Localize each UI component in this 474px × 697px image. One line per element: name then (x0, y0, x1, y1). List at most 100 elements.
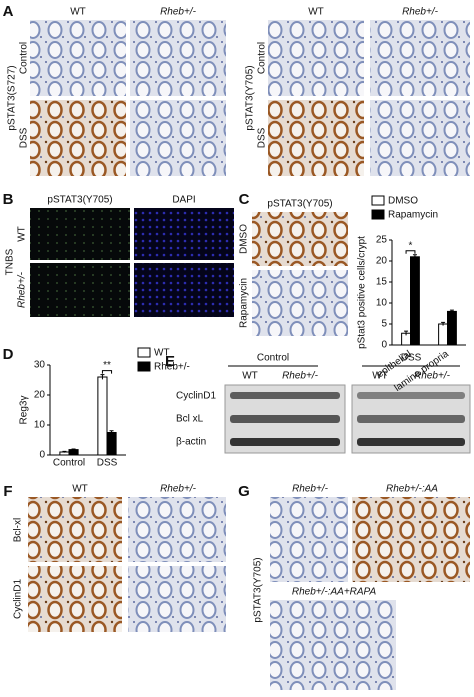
column-header: pSTAT3(Y705) (47, 195, 112, 206)
micrograph (370, 20, 470, 96)
group-label: DSS (401, 353, 422, 364)
micrograph (270, 497, 348, 582)
micrograph (128, 497, 226, 562)
micrograph (134, 263, 234, 317)
x-tick-label: DSS (97, 458, 118, 469)
micrograph (30, 100, 126, 176)
y-tick-label: 15 (376, 277, 388, 288)
y-tick-label: 0 (381, 340, 387, 351)
legend-label: WT (154, 348, 170, 359)
micrograph (270, 600, 396, 690)
y-tick-label: 30 (34, 360, 46, 371)
y-tick-label: 25 (376, 235, 388, 246)
legend-swatch (371, 195, 385, 206)
error-bar (109, 430, 114, 435)
band (357, 438, 465, 446)
group-label: TNBS (5, 248, 16, 275)
row-label: CyclinD1 (13, 579, 24, 619)
lane-label: Rheb+/- (414, 371, 451, 382)
micrograph (370, 100, 470, 176)
band (230, 415, 340, 423)
lane-label: WT (242, 371, 258, 382)
row-label: Bcl xL (176, 414, 204, 425)
row-label: WT (17, 226, 28, 242)
bar (410, 256, 420, 346)
western-blot (224, 365, 471, 454)
band (357, 392, 465, 399)
micrograph (30, 263, 130, 317)
legend-swatch (137, 347, 151, 358)
micrograph (30, 20, 126, 96)
lane-label: Rheb+/- (282, 371, 319, 382)
y-tick-label: 5 (381, 319, 387, 330)
bar (68, 449, 79, 456)
micrograph (28, 497, 122, 562)
row-label: CyclinD1 (176, 391, 216, 402)
legend-label: DMSO (388, 196, 418, 207)
row-label: β-actin (176, 437, 206, 448)
y-tick-label: 20 (34, 390, 46, 401)
band (230, 392, 340, 399)
legend-label: Rapamycin (388, 210, 438, 221)
row-label: Rheb+/- (17, 271, 28, 308)
legend-swatch (137, 361, 151, 372)
bar (97, 376, 108, 456)
micrograph (252, 270, 348, 336)
x-tick-label: Control (53, 458, 85, 469)
column-header: WT (70, 7, 86, 18)
row-label: Control (19, 42, 30, 74)
bar (447, 310, 457, 346)
column-header: DAPI (172, 195, 195, 206)
micrograph (134, 208, 234, 260)
micrograph (128, 566, 226, 632)
y-label: pSTAT3(Y705) (245, 65, 256, 130)
y-tick-label: 20 (376, 256, 388, 267)
micrographs (28, 20, 470, 690)
band (230, 438, 340, 446)
panel-label: C (239, 191, 250, 208)
row-label: DSS (19, 127, 30, 148)
panel-label: D (3, 346, 14, 363)
annotation: ** (103, 360, 111, 371)
column-header: WT (72, 484, 88, 495)
y-label: pStat3 positive cells/crypt (357, 236, 368, 349)
band (357, 415, 465, 423)
row-label: DMSO (239, 224, 250, 254)
error-bar (449, 309, 454, 313)
bracket (101, 370, 113, 374)
y-tick-label: 10 (376, 298, 388, 309)
lane-label: WT (372, 371, 388, 382)
y-tick-label: 10 (34, 420, 46, 431)
micrograph (352, 497, 470, 582)
row-label: Bcl-xl (13, 518, 24, 542)
error-bar (404, 330, 409, 336)
panel-label: G (238, 483, 250, 500)
error-bar (412, 254, 417, 259)
column-header: WT (308, 7, 324, 18)
panel-label: A (3, 3, 14, 20)
row-label: Rapamycin (239, 278, 250, 328)
legend-swatch (371, 209, 385, 220)
micrograph (268, 20, 364, 96)
micrograph (268, 100, 364, 176)
panel-label: B (3, 191, 14, 208)
annotation: * (409, 240, 413, 251)
micrograph (28, 566, 122, 632)
image-label: Rheb+/- (292, 484, 329, 495)
column-header: pSTAT3(Y705) (267, 199, 332, 210)
column-header: Rheb+/- (160, 7, 197, 18)
group-label: Control (257, 353, 289, 364)
y-label: pSTAT3(Y705) (253, 557, 264, 622)
bar (438, 323, 448, 346)
bar (106, 432, 117, 456)
y-label: pSTAT3(S727) (7, 65, 18, 130)
image-label: Rheb+/-:AA (386, 484, 438, 495)
micrograph (252, 212, 348, 266)
column-header: Rheb+/- (402, 7, 439, 18)
y-label: Reg3γ (19, 396, 30, 425)
image-label: Rheb+/-:AA+RAPA (292, 587, 377, 598)
column-header: Rheb+/- (160, 484, 197, 495)
row-label: DSS (257, 127, 268, 148)
legend-label: Rheb+/- (154, 362, 190, 373)
